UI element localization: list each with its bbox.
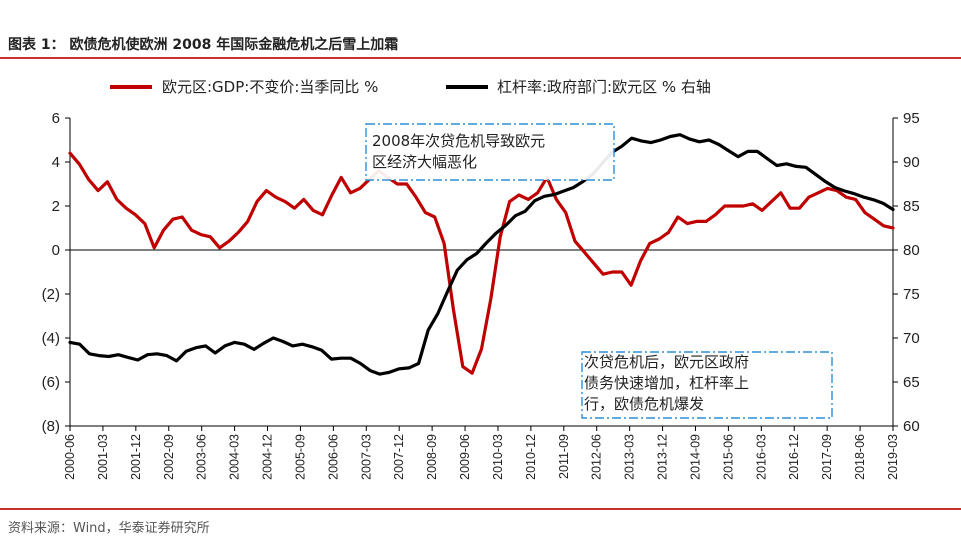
x-tick-label: 2010-12 xyxy=(524,434,538,480)
left-tick-label: (2) xyxy=(42,286,60,303)
x-tick-label: 2019-03 xyxy=(886,434,900,480)
left-tick-label: (4) xyxy=(42,330,60,347)
x-tick-label: 2012-06 xyxy=(590,434,604,480)
x-tick-label: 2003-06 xyxy=(195,434,209,480)
x-tick-label: 2010-03 xyxy=(491,434,505,480)
x-tick-label: 2007-12 xyxy=(392,434,406,480)
legend-leverage-label: 杠杆率:政府部门:欧元区 % 右轴 xyxy=(497,78,711,96)
title-rule xyxy=(0,57,961,59)
source-note: 资料来源：Wind，华泰证券研究所 xyxy=(8,521,210,536)
right-tick-label: 60 xyxy=(903,418,920,435)
x-tick-label: 2016-12 xyxy=(787,434,801,480)
annotation-text: 债务快速增加，杠杆率上 xyxy=(584,374,749,392)
x-tick-label: 2004-12 xyxy=(261,434,275,480)
footer-rule xyxy=(0,508,961,510)
right-tick-label: 65 xyxy=(903,374,920,391)
annotation-box xyxy=(581,351,833,419)
annotation-box xyxy=(365,123,615,181)
left-tick-label: 2 xyxy=(52,198,60,215)
x-tick-label: 2006-06 xyxy=(326,434,340,480)
x-tick-label: 2000-06 xyxy=(63,434,77,480)
legend-gdp-label: 欧元区:GDP:不变价:当季同比 % xyxy=(162,78,378,96)
x-tick-label: 2001-03 xyxy=(96,434,110,480)
right-tick-label: 80 xyxy=(903,242,920,259)
x-tick-label: 2001-12 xyxy=(129,434,143,480)
annotation-text: 次贷危机后，欧元区政府 xyxy=(584,353,749,371)
annotation-text: 2008年次贷危机导致欧元 xyxy=(372,132,545,150)
chart-legend: 欧元区:GDP:不变价:当季同比 % 杠杆率:政府部门:欧元区 % 右轴 xyxy=(110,78,711,96)
left-tick-label: (8) xyxy=(42,418,60,435)
x-tick-label: 2002-09 xyxy=(162,434,176,480)
plot-area xyxy=(68,133,895,376)
x-tick-label: 2013-03 xyxy=(623,434,637,480)
x-tick-label: 2013-12 xyxy=(656,434,670,480)
x-tick-label: 2018-06 xyxy=(853,434,867,480)
x-tick-label: 2009-06 xyxy=(458,434,472,480)
right-tick-label: 95 xyxy=(903,110,920,127)
figure-title: 图表 1： 欧债危机使欧洲 2008 年国际金融危机之后雪上加霜 xyxy=(8,37,399,53)
x-tick-label: 2005-09 xyxy=(293,434,307,480)
chart-axes: 6 4 2 0 (2) (4) (6) (8) 95 90 85 80 75 70 65 60 2000-06 2… xyxy=(42,110,920,480)
annotation-text: 区经济大幅恶化 xyxy=(372,153,477,171)
series-leverage-line xyxy=(68,133,895,376)
right-tick-label: 70 xyxy=(903,330,920,347)
right-tick-label: 90 xyxy=(903,154,920,171)
right-tick-label: 75 xyxy=(903,286,920,303)
left-tick-label: 0 xyxy=(52,242,60,259)
left-tick-label: (6) xyxy=(42,374,60,391)
x-tick-label: 2016-03 xyxy=(754,434,768,480)
right-tick-label: 85 xyxy=(903,198,920,215)
x-tick-label: 2008-09 xyxy=(425,434,439,480)
chart-annotations: 2008年次贷危机导致欧元区经济大幅恶化次贷危机后，欧元区政府债务快速增加，杠杆… xyxy=(365,123,833,419)
left-tick-label: 6 xyxy=(52,110,60,127)
x-tick-label: 2007-03 xyxy=(359,434,373,480)
x-tick-label: 2014-09 xyxy=(688,434,702,480)
x-tick-label: 2011-09 xyxy=(557,434,571,479)
x-tick-label: 2004-03 xyxy=(228,434,242,480)
x-tick-label: 2017-09 xyxy=(820,434,834,480)
annotation-text: 行，欧债危机爆发 xyxy=(584,395,704,413)
left-tick-label: 4 xyxy=(52,154,60,171)
x-tick-label: 2015-06 xyxy=(721,434,735,480)
series-gdp-line xyxy=(68,151,895,375)
